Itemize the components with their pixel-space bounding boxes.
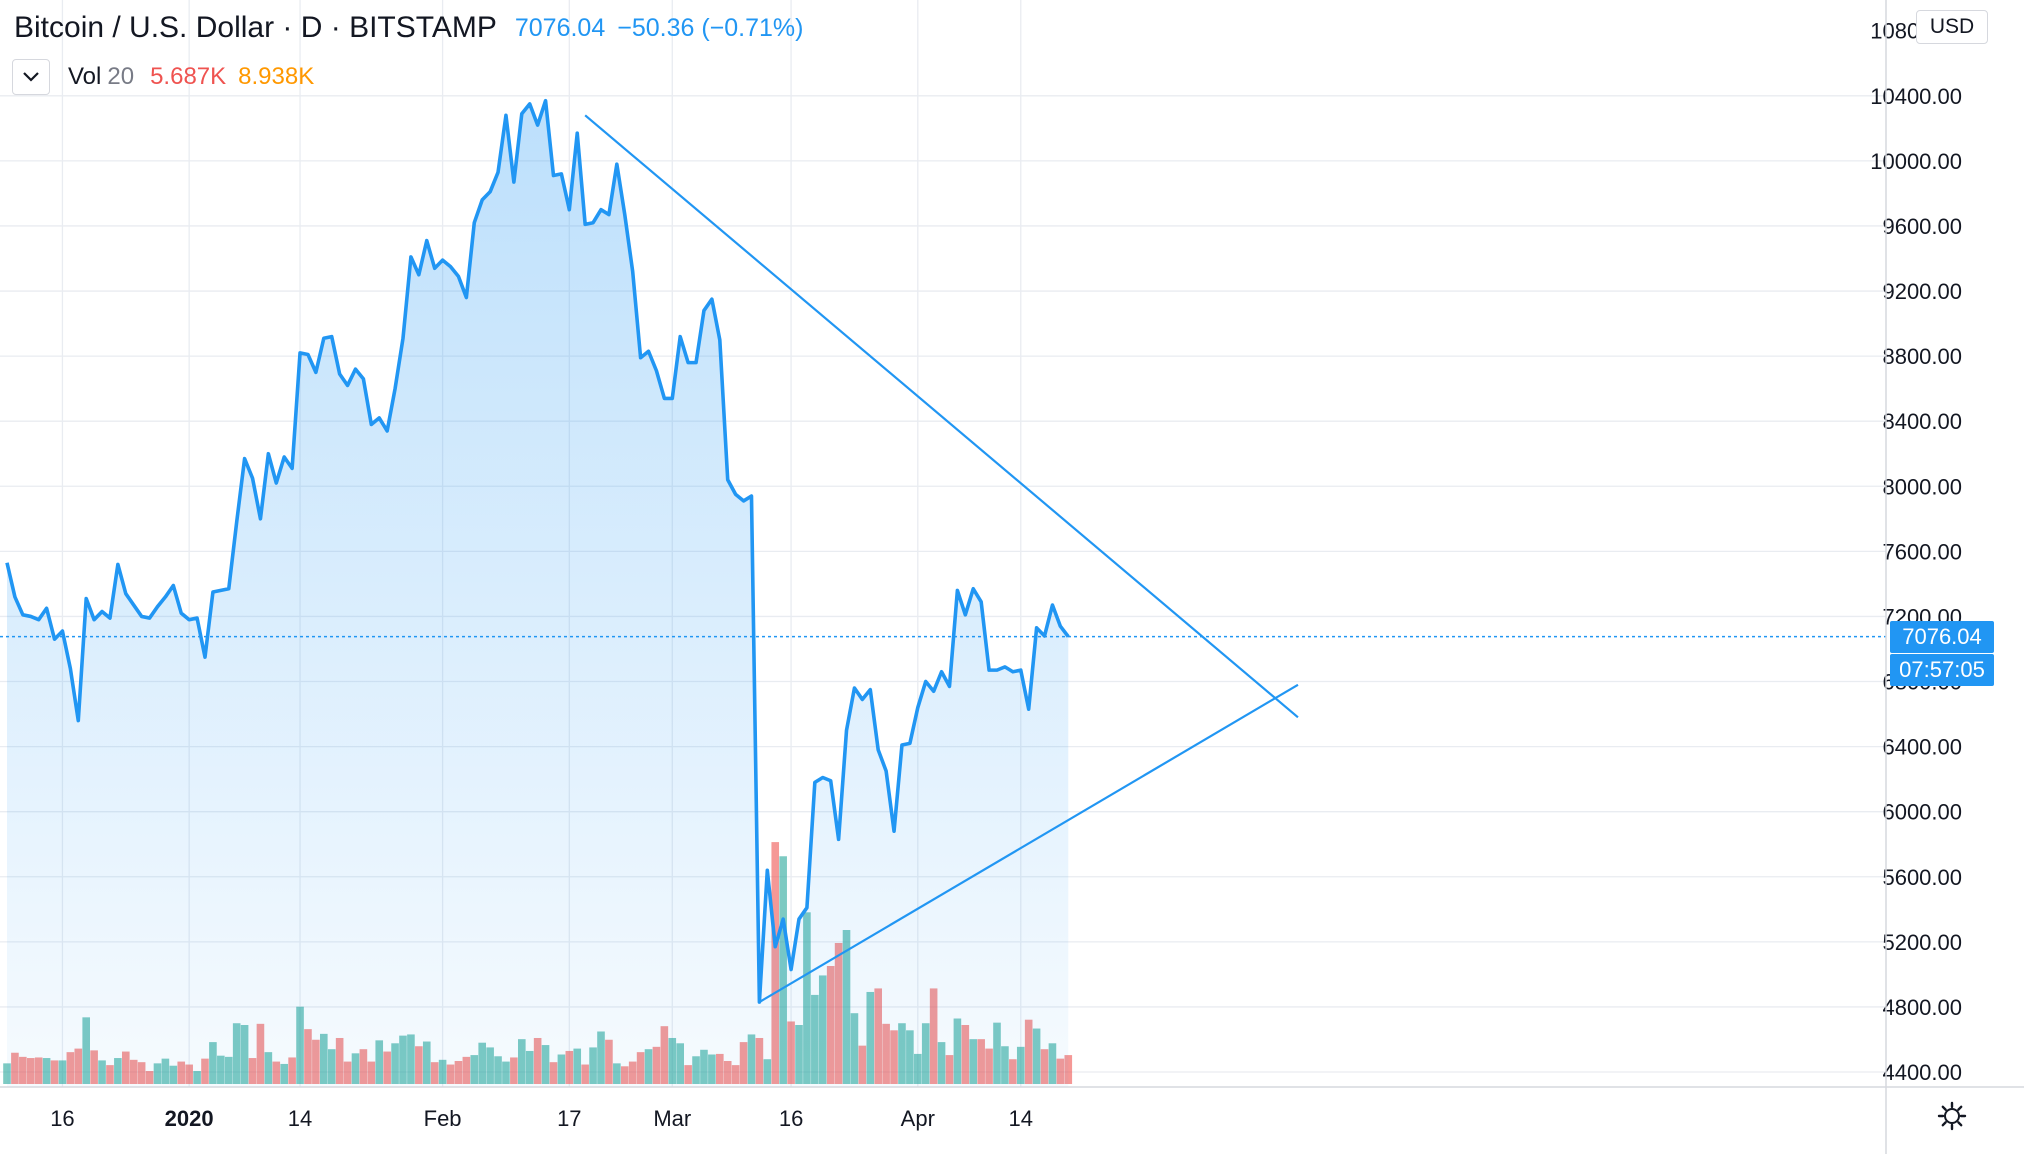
- x-tick-label: Apr: [901, 1106, 935, 1131]
- last-price-tag: 7076.04: [1890, 620, 1994, 653]
- countdown-tag: 07:57:05: [1890, 653, 1994, 686]
- volume-ma-value: 8.938K: [238, 63, 315, 90]
- price-change: −50.36 (−0.71%): [617, 13, 804, 42]
- y-tick-label: 8400.00: [1882, 409, 1962, 434]
- x-tick-label: 16: [50, 1106, 74, 1131]
- volume-length: 20: [107, 63, 135, 90]
- x-tick-label: 2020: [165, 1106, 214, 1131]
- y-tick-label: 9600.00: [1882, 214, 1962, 239]
- chevron-down-icon: [23, 72, 39, 82]
- y-tick-label: 5200.00: [1882, 930, 1962, 955]
- volume-legend: Vol 20 5.687K 8.938K: [12, 58, 314, 96]
- last-price: 7076.04: [514, 13, 606, 42]
- y-tick-label: 8000.00: [1882, 474, 1962, 499]
- y-tick-label: 4800.00: [1882, 995, 1962, 1020]
- x-tick-label: 16: [779, 1106, 803, 1131]
- x-tick-label: 14: [1009, 1106, 1033, 1131]
- price-line: [5, 98, 1070, 1004]
- collapse-legend-button[interactable]: [12, 59, 50, 95]
- y-tick-label: 7600.00: [1882, 539, 1962, 564]
- trendline[interactable]: [758, 683, 1299, 1003]
- volume-indicator-name[interactable]: Vol: [68, 63, 102, 90]
- trendlines[interactable]: [584, 114, 1299, 1003]
- gear-icon[interactable]: [1936, 1100, 1968, 1132]
- x-tick-label: 14: [288, 1106, 312, 1131]
- y-tick-label: 6000.00: [1882, 800, 1962, 825]
- y-tick-label: 5600.00: [1882, 865, 1962, 890]
- y-tick-label: 10000.00: [1870, 149, 1962, 174]
- price-area: [7, 100, 1069, 1088]
- y-tick-label: 9200.00: [1882, 279, 1962, 304]
- symbol-title[interactable]: Bitcoin / U.S. Dollar · D · BITSTAMP: [14, 11, 497, 44]
- x-tick-label: Feb: [424, 1106, 462, 1131]
- y-tick-label: 10400.00: [1870, 84, 1962, 109]
- y-tick-label: 4400.00: [1882, 1060, 1962, 1085]
- x-tick-label: 17: [557, 1106, 581, 1131]
- currency-button[interactable]: USD: [1916, 10, 1988, 44]
- symbol-header: Bitcoin / U.S. Dollar · D · BITSTAMP 707…: [14, 10, 803, 46]
- volume-value: 5.687K: [150, 63, 227, 90]
- x-tick-label: Mar: [653, 1106, 691, 1131]
- trendline[interactable]: [584, 114, 1299, 719]
- y-tick-label: 6400.00: [1882, 735, 1962, 760]
- y-tick-label: 8800.00: [1882, 344, 1962, 369]
